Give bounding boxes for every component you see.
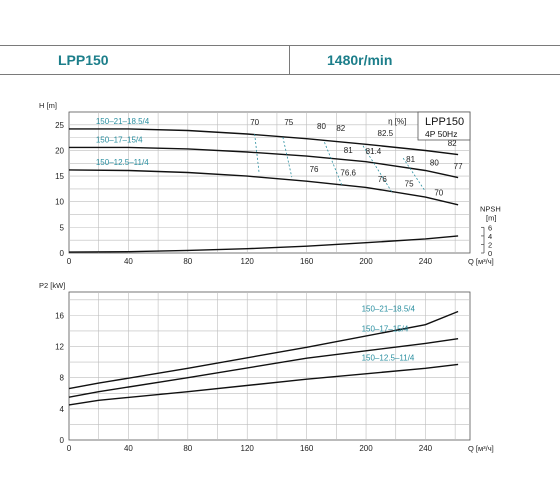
efficiency-label: 80: [317, 122, 326, 131]
efficiency-label: 82: [448, 139, 457, 148]
title-box: [417, 111, 471, 141]
efficiency-iso-line: [324, 142, 343, 187]
npsh-tick-label: 6: [488, 223, 492, 232]
efficiency-label: 80: [430, 158, 439, 167]
efficiency-axis-label: η [%]: [388, 117, 406, 126]
efficiency-iso-line: [402, 157, 426, 192]
npsh-tick-label: 2: [488, 240, 492, 249]
x-tick-label: 200: [359, 444, 373, 453]
x-tick-label: 80: [183, 257, 192, 266]
efficiency-label: 82: [336, 124, 345, 133]
y-tick-label: 0: [60, 436, 65, 445]
efficiency-label: 70: [250, 118, 259, 127]
chart-header: LPP150 1480r/min: [0, 45, 560, 75]
x-tick-label: 0: [67, 257, 72, 266]
efficiency-label: 75: [405, 179, 414, 188]
head-curve: [69, 128, 459, 156]
y-tick-label: 10: [55, 198, 64, 207]
y-tick-label: 5: [60, 223, 65, 232]
x-tick-label: 40: [124, 444, 133, 453]
y-axis-label: P2 [kW]: [39, 281, 65, 290]
y-axis-label: H [m]: [39, 101, 57, 110]
efficiency-iso-line: [282, 137, 293, 178]
head-curve-label: 150–12.5–11/4: [96, 158, 149, 167]
y-tick-label: 0: [60, 249, 65, 258]
plot-frame: [68, 291, 471, 441]
y-tick-label: 16: [55, 311, 64, 320]
efficiency-label: 76: [310, 165, 319, 174]
efficiency-iso-line: [254, 134, 260, 174]
efficiency-label: 75: [284, 118, 293, 127]
head-curve: [69, 146, 459, 179]
efficiency-label: 82.5: [378, 129, 394, 138]
power-curve-label: 150–21–18.5/4: [362, 304, 416, 313]
x-tick-label: 240: [419, 444, 433, 453]
efficiency-label: 70: [434, 189, 443, 198]
power-curve: [68, 310, 459, 390]
efficiency-label: 77: [454, 162, 463, 171]
x-tick-label: 120: [241, 257, 255, 266]
efficiency-label: 76: [378, 175, 387, 184]
efficiency-label: 81: [406, 155, 415, 164]
head-curve: [68, 169, 459, 206]
x-tick-label: 0: [67, 444, 72, 453]
efficiency-iso-line: [362, 145, 394, 194]
x-tick-label: 200: [359, 257, 373, 266]
npsh-curve: [68, 235, 459, 253]
npsh-axis-unit: [m]: [486, 213, 496, 222]
x-tick-label: 240: [419, 257, 433, 266]
head-curve-label: 150–17–15/4: [96, 135, 143, 144]
y-tick-label: 12: [55, 343, 64, 352]
x-tick-label: 120: [241, 444, 255, 453]
x-tick-label: 160: [300, 257, 314, 266]
chart-title: LPP150: [425, 116, 464, 128]
efficiency-label: 76.6: [340, 169, 356, 178]
speed-title: 1480r/min: [327, 52, 393, 68]
x-tick-label: 160: [300, 444, 314, 453]
efficiency-label: 81.4: [366, 147, 382, 156]
head-curve-label: 150–21–18.5/4: [96, 117, 150, 126]
npsh-tick-label: 4: [488, 232, 492, 241]
model-title: LPP150: [58, 52, 109, 68]
header-divider: [289, 46, 290, 74]
npsh-axis-label: NPSH: [480, 204, 501, 213]
efficiency-label: 81: [344, 146, 353, 155]
y-tick-label: 8: [60, 374, 65, 383]
x-axis-label: Q [м³/ч]: [468, 444, 494, 453]
power-curve: [68, 338, 459, 398]
y-tick-label: 4: [60, 405, 65, 414]
power-curve-label: 150–12.5–11/4: [362, 354, 415, 363]
plot-frame: [68, 111, 471, 254]
y-tick-label: 20: [55, 146, 64, 155]
power-curve-label: 150–17–15/4: [362, 325, 409, 334]
x-tick-label: 80: [183, 444, 192, 453]
x-axis-label: Q [м³/ч]: [468, 257, 494, 266]
power-curve: [68, 363, 459, 406]
x-tick-label: 40: [124, 257, 133, 266]
chart-subtitle: 4P 50Hz: [425, 129, 457, 139]
npsh-tick-label: 0: [488, 249, 492, 258]
y-tick-label: 25: [55, 121, 64, 130]
y-tick-label: 15: [55, 172, 64, 181]
